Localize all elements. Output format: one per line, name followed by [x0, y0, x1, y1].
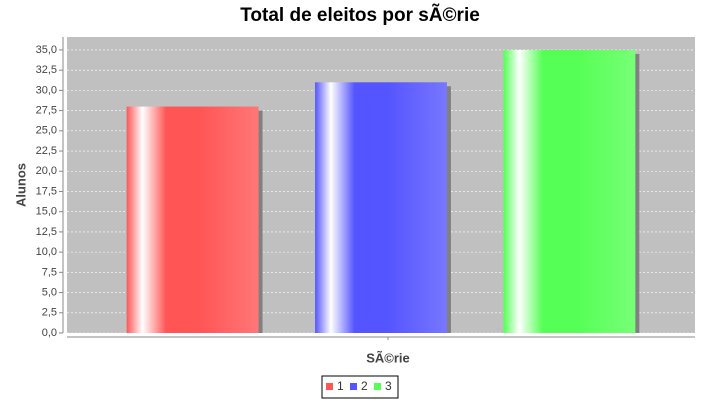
legend-label: 1: [337, 379, 344, 393]
bar: [315, 82, 447, 334]
y-tick-label: 32,5: [36, 64, 57, 76]
y-tick-label: 15,0: [36, 206, 57, 218]
legend-box: [321, 375, 399, 399]
y-tick-label: 27,5: [36, 105, 57, 117]
y-tick-label: 35,0: [36, 44, 57, 56]
x-axis-label: SÃ©rie: [366, 350, 410, 365]
chart-title: Total de eleitos por sÃ©rie: [240, 4, 480, 26]
y-tick-label: 25,0: [36, 125, 57, 137]
y-tick-label: 5,0: [42, 286, 57, 298]
legend-swatch: [374, 383, 381, 390]
bar: [503, 49, 636, 334]
bar: [126, 106, 259, 333]
y-tick-label: 7,5: [42, 266, 57, 278]
y-tick-label: 10,0: [36, 246, 57, 258]
y-tick-label: 0,0: [42, 327, 57, 339]
y-tick-label: 30,0: [36, 84, 57, 96]
legend-label: 2: [361, 379, 368, 393]
y-tick-label: 17,5: [36, 185, 57, 197]
legend-swatch: [326, 383, 333, 390]
y-tick-label: 12,5: [36, 226, 57, 238]
legend-label: 3: [385, 379, 392, 393]
legend-swatch: [350, 383, 357, 390]
y-tick-label: 2,5: [42, 307, 57, 319]
y-axis-label: Alunos: [13, 163, 28, 207]
y-tick-label: 22,5: [36, 145, 57, 157]
y-tick-label: 20,0: [36, 165, 57, 177]
